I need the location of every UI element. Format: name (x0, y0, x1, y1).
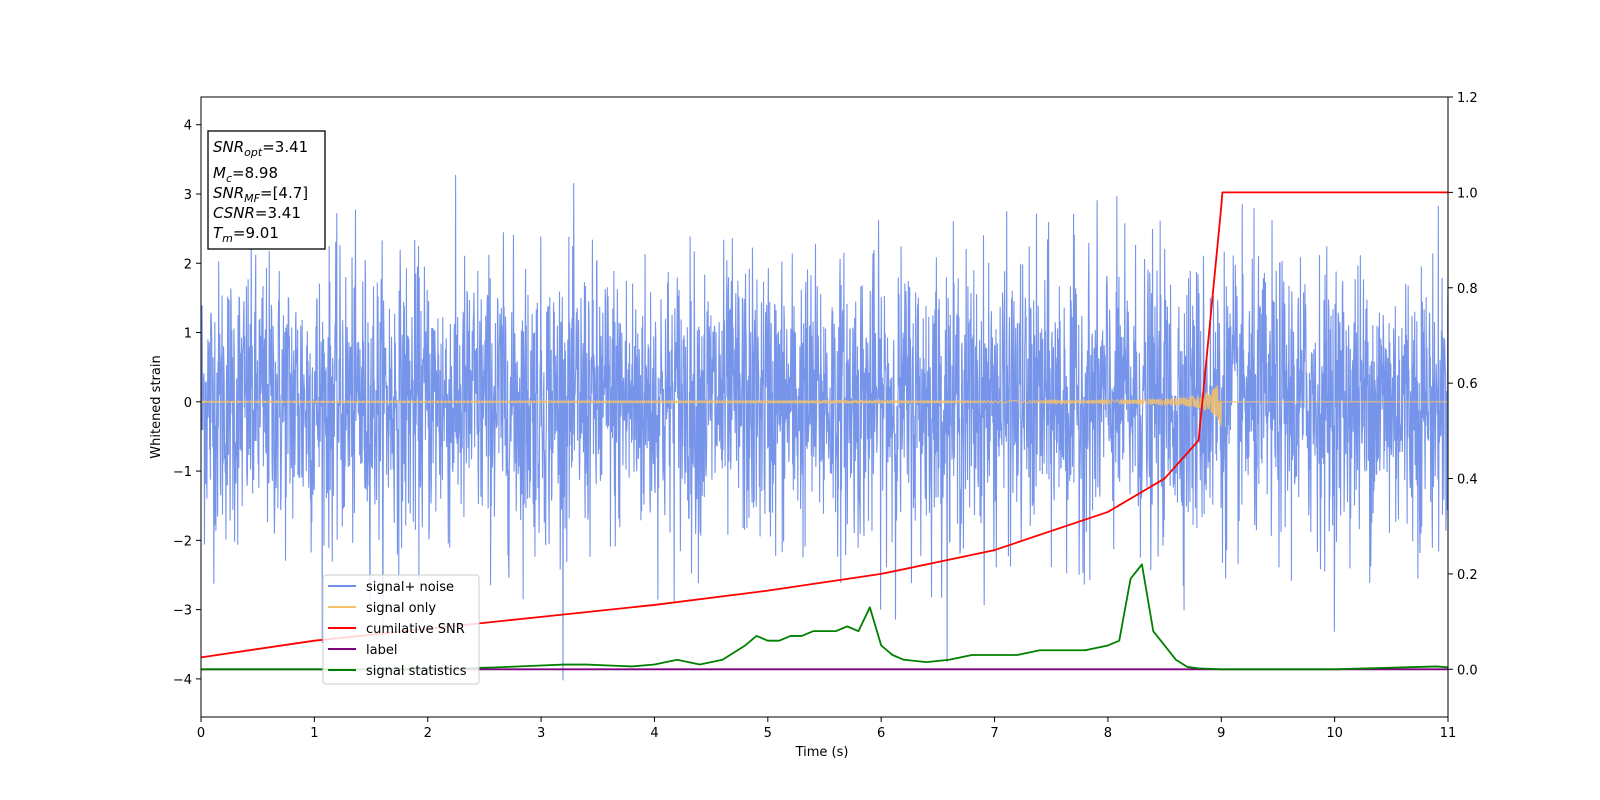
info-csnr: CSNR=3.41 (213, 204, 301, 222)
x-tick-label: 7 (990, 726, 998, 741)
x-tick-label: 2 (424, 726, 432, 741)
y-left-tick-label: 4 (184, 119, 192, 134)
x-tick-label: 9 (1217, 726, 1225, 741)
x-tick-label: 0 (197, 726, 205, 741)
y-right-tick-label: 0.6 (1457, 377, 1478, 392)
y-right-tick-label: 1.2 (1457, 91, 1478, 106)
y-left-tick-label: 2 (184, 257, 192, 272)
y-right-tick-label: 0.2 (1457, 568, 1478, 583)
info-box: SNRopt=3.41 Mc=8.98 SNRMF=[4.7] CSNR=3.4… (207, 130, 326, 250)
signal-only-line (200, 385, 1448, 427)
signal-noise-line (200, 174, 1449, 681)
x-tick-label: 11 (1440, 726, 1457, 741)
y-right-tick-label: 0.8 (1457, 282, 1478, 297)
x-tick-label: 5 (764, 726, 772, 741)
y-left-tick-label: −1 (173, 465, 192, 480)
legend: signal+ noise signal only cumilative SNR… (322, 574, 480, 685)
y-left-tick-label: −4 (173, 673, 192, 688)
x-axis: 0 1 2 3 4 5 6 7 8 9 10 11 (197, 717, 1456, 741)
y-right-tick-label: 0.4 (1457, 473, 1478, 488)
signal-only-series (200, 385, 1448, 427)
y-left-tick-label: 0 (184, 396, 192, 411)
info-mc: Mc=8.98 (213, 164, 278, 185)
y-axis-label: Whitened strain (149, 355, 164, 458)
signal-statistics-line (201, 563, 1449, 671)
legend-label-signal-statistics: signal statistics (366, 664, 467, 679)
y-left-tick-label: −2 (173, 534, 192, 549)
y-left-tick-label: −3 (173, 604, 192, 619)
y-right-tick-label: 0.0 (1457, 663, 1478, 678)
legend-label-signal-only: signal only (366, 601, 436, 616)
legend-label-signal-noise: signal+ noise (366, 580, 454, 595)
x-tick-label: 6 (877, 726, 885, 741)
legend-label-cumulative-snr: cumilative SNR (366, 622, 465, 637)
right-y-axis: 0.0 0.2 0.4 0.6 0.8 1.0 1.2 (1448, 91, 1478, 678)
x-tick-label: 3 (537, 726, 545, 741)
x-axis-label: Time (s) (795, 745, 849, 760)
y-left-tick-label: 1 (184, 327, 192, 342)
x-tick-label: 10 (1326, 726, 1343, 741)
legend-label-label: label (366, 643, 397, 658)
x-tick-label: 8 (1104, 726, 1112, 741)
left-y-axis: −4 −3 −2 −1 0 1 2 3 4 (173, 119, 201, 688)
plot-frame (200, 96, 1449, 718)
x-tick-label: 1 (310, 726, 318, 741)
info-snr-mf: SNRMF=[4.7] (213, 184, 308, 205)
x-tick-label: 4 (650, 726, 658, 741)
info-snr-opt: SNRopt=3.41 (213, 138, 308, 159)
signal-noise-series (200, 174, 1449, 681)
y-right-tick-label: 1.0 (1457, 186, 1478, 201)
y-left-tick-label: 3 (184, 188, 192, 203)
info-tm: Tm=9.01 (213, 224, 279, 245)
